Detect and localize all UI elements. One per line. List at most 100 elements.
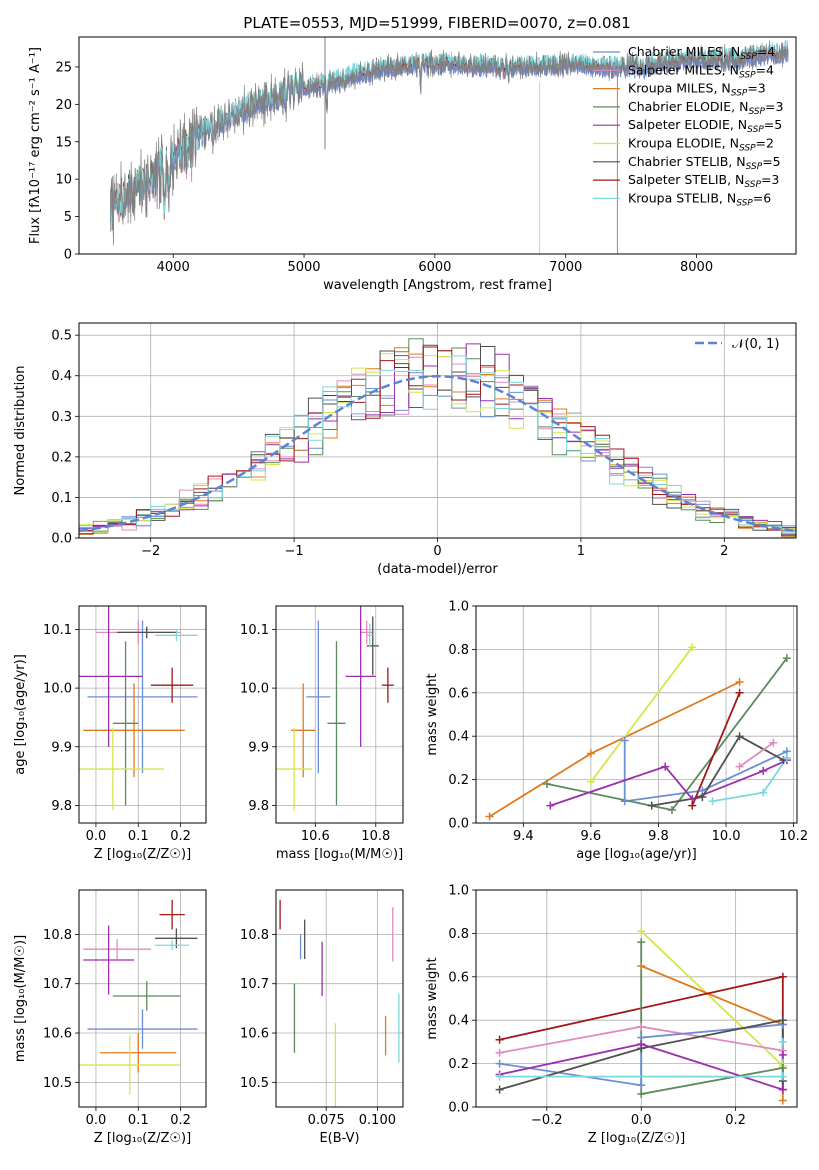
y-axis-label: mass weight	[425, 673, 440, 755]
y-tick-label: 1.0	[448, 600, 469, 615]
x-tick-label: 0.2	[170, 1113, 191, 1128]
weight-vs-metallicity-panel: −0.2 0.0 0.2 0.0 0.2 0.4 0.6 0.8 1.0 Z [log₁₀(Z/Z…	[425, 884, 798, 1146]
x-axis-label: Z [log₁₀(Z/Z☉)]	[588, 1131, 685, 1146]
y-tick-label: 0.0	[448, 817, 469, 832]
y-tick-label: 0.5	[51, 329, 72, 344]
y-axis-label: mass [log₁₀(M/M☉)]	[13, 935, 28, 1062]
mass-weight-marker	[735, 688, 744, 697]
y-tick-label: 20	[55, 98, 72, 113]
age-vs-mass-panel: 10.6 10.8 9.8 9.9 10.0 10.1 mass [log₁₀(M/M☉)]	[240, 605, 404, 862]
mass-weight-marker	[637, 1089, 646, 1098]
mass-weight-marker	[620, 797, 629, 806]
x-axis-label: E(B-V)	[319, 1131, 359, 1146]
x-tick-label: 1	[577, 544, 585, 559]
mass-weight-marker	[485, 812, 494, 821]
x-tick-label: 10.2	[779, 829, 808, 844]
x-tick-label: 0.2	[170, 829, 191, 844]
mass-weight-marker	[667, 805, 676, 814]
mass-weight-line	[623, 740, 788, 803]
legend-entry: 𝒩(0, 1)	[732, 337, 779, 352]
mass-weight-marker	[495, 1035, 504, 1044]
axes-frame	[78, 36, 797, 255]
errorbar-point	[366, 616, 379, 676]
x-tick-label: 0.075	[308, 1113, 345, 1128]
errorbar-point	[87, 1009, 198, 1049]
y-tick-label: 10.7	[43, 977, 72, 992]
mass-vs-metallicity-panel: 0.0 0.1 0.2 10.5 10.6 10.7 10.8 Z [log₁₀(Z/Z☉)]…	[13, 889, 207, 1146]
y-tick-label: 10.1	[43, 623, 72, 638]
mass-weight-marker	[735, 677, 744, 686]
mass-weight-marker	[495, 1085, 504, 1094]
x-tick-label: 8000	[680, 260, 713, 275]
mass-weight-marker	[759, 788, 768, 797]
x-tick-label: 7000	[549, 260, 582, 275]
axes-frame	[78, 322, 797, 539]
mass-weight-marker	[661, 762, 670, 771]
mass-weight-marker	[708, 797, 717, 806]
mass-weight-line	[590, 646, 694, 783]
observed-spectrum-line	[110, 40, 789, 246]
mass-weight-marker	[637, 1040, 646, 1049]
y-tick-label: 0.0	[448, 1101, 469, 1116]
axes-frame	[78, 605, 207, 824]
mass-weight-marker	[778, 1037, 787, 1046]
errorbar-point	[112, 981, 181, 1011]
errorbar-point	[117, 626, 177, 639]
x-axis-label: wavelength [Angstrom, rest frame]	[323, 278, 552, 293]
x-tick-label: 10.6	[301, 829, 330, 844]
y-tick-label: 0.4	[448, 730, 469, 745]
y-tick-label: 0.8	[448, 643, 469, 658]
legend-entry: Salpeter MILES, NSSP=4	[628, 62, 774, 80]
mass-weight-marker	[637, 938, 646, 947]
mass-weight-marker	[586, 777, 595, 786]
y-tick-label: 10.8	[240, 928, 269, 943]
y-tick-label: 0.6	[448, 686, 469, 701]
y-tick-label: 0.3	[51, 410, 72, 425]
plot-area	[110, 37, 789, 254]
spectrum-panel: 4000 5000 6000 7000 8000 0 5 10 15 20 25 wavelength…	[28, 36, 797, 293]
y-tick-label: 0	[64, 248, 72, 263]
x-tick-label: 0.0	[86, 1113, 107, 1128]
legend-entry: Salpeter STELIB, NSSP=3	[628, 172, 779, 190]
x-tick-label: −0.2	[531, 1113, 563, 1128]
errorbar-point	[381, 667, 394, 703]
errorbar-point	[306, 620, 331, 774]
errorbar-point	[79, 727, 164, 811]
errorbar-point	[100, 1033, 177, 1073]
x-tick-label: 0.0	[86, 829, 107, 844]
histogram-step	[79, 344, 796, 535]
y-tick-label: 10.8	[43, 928, 72, 943]
y-axis-label: age [log₁₀(age/yr)]	[13, 654, 28, 775]
age-vs-metallicity-panel: 0.0 0.1 0.2 9.8 9.9 10.0 10.1 Z [log₁₀(Z/Z☉)] ag…	[13, 605, 207, 862]
errorbar-point	[291, 683, 316, 778]
y-tick-label: 10.5	[43, 1076, 72, 1091]
errorbar-point	[327, 641, 346, 806]
y-tick-label: 10.6	[240, 1027, 269, 1042]
y-tick-label: 0.4	[51, 369, 72, 384]
weight-vs-age-panel: 9.4 9.6 9.8 10.0 10.2 0.0 0.2 0.4 0.6 0.8 1.0 age […	[425, 600, 808, 863]
mass-weight-marker	[759, 766, 768, 775]
y-tick-label: 0.1	[51, 491, 72, 506]
errorbar-point	[276, 727, 313, 811]
mass-weight-marker	[778, 1085, 787, 1094]
mass-weight-marker	[637, 1022, 646, 1031]
y-tick-label: 0.0	[51, 532, 72, 547]
y-tick-label: 0.6	[448, 970, 469, 985]
x-tick-label: 9.6	[581, 829, 602, 844]
y-tick-label: 5	[64, 210, 72, 225]
histogram-step	[79, 355, 796, 534]
y-tick-label: 9.8	[51, 799, 72, 814]
y-tick-label: 0.2	[51, 450, 72, 465]
legend-entry: Chabrier STELIB, NSSP=5	[628, 154, 781, 172]
y-tick-label: 10.0	[43, 682, 72, 697]
mass-weight-marker	[637, 961, 646, 970]
legend-entry: Salpeter ELODIE, NSSP=5	[628, 117, 782, 135]
residuals-panel: −2 −1 0 1 2 0.0 0.1 0.2 0.3 0.4 0.5 (data-model)/er…	[13, 322, 797, 577]
legend-entry: Kroupa STELIB, NSSP=6	[628, 190, 771, 208]
legend-entry: Chabrier MILES, NSSP=4	[628, 44, 775, 62]
errorbar-point	[155, 940, 190, 951]
errorbar-point	[159, 899, 185, 930]
legend-entry: Kroupa ELODIE, NSSP=2	[628, 136, 774, 154]
